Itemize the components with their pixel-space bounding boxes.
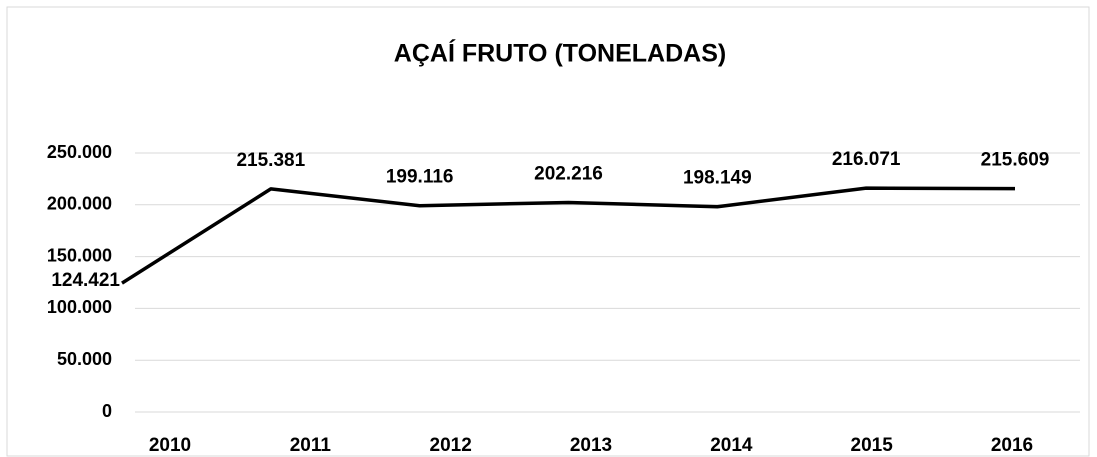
- y-tick-label: 0: [102, 401, 112, 421]
- data-label: 198.149: [683, 168, 752, 189]
- y-tick-label: 200.000: [47, 194, 112, 214]
- data-label: 215.609: [981, 150, 1050, 171]
- x-tick-label: 2015: [851, 435, 894, 456]
- chart-title: AÇAÍ FRUTO (TONELADAS): [394, 39, 726, 68]
- x-tick-label: 2011: [290, 435, 332, 456]
- x-tick-label: 2012: [430, 435, 472, 456]
- x-tick-label: 2014: [710, 435, 753, 456]
- data-label: 199.116: [386, 167, 454, 188]
- line: [121, 186, 1016, 285]
- x-tick-label: 2010: [149, 435, 191, 456]
- x-tick-label: 2016: [991, 435, 1033, 456]
- y-tick-label: 150.000: [47, 245, 112, 265]
- data-label: 215.381: [236, 150, 305, 171]
- data-label: 202.216: [534, 164, 603, 185]
- data-label: 124.421: [51, 270, 120, 291]
- x-tick-label: 2013: [570, 435, 612, 456]
- y-tick-label: 250.000: [47, 142, 112, 162]
- data-label: 216.071: [832, 149, 901, 170]
- y-tick-label: 50.000: [57, 349, 112, 369]
- chart-frame: [6, 6, 1090, 457]
- y-tick-label: 100.000: [47, 297, 112, 317]
